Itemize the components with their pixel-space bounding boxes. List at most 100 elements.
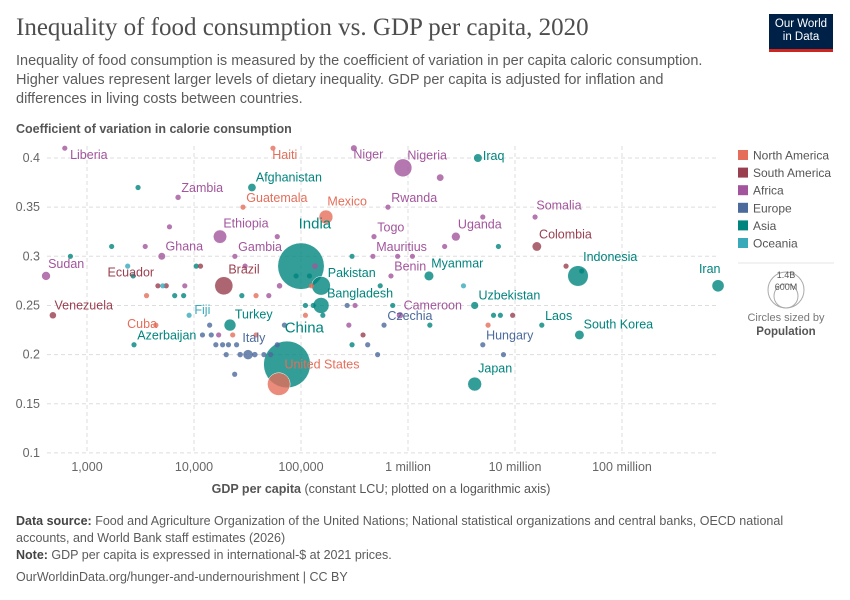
data-point[interactable] (436, 174, 444, 182)
data-point[interactable] (377, 283, 383, 289)
data-point-hungary[interactable] (480, 342, 486, 348)
legend-swatch[interactable] (738, 202, 748, 213)
data-point-niger[interactable] (350, 145, 357, 152)
data-point[interactable] (409, 253, 416, 259)
data-point[interactable] (208, 332, 214, 338)
data-point-somalia[interactable] (532, 214, 538, 220)
data-point[interactable] (302, 312, 309, 318)
data-point[interactable] (349, 253, 355, 259)
data-point[interactable] (225, 342, 232, 348)
data-point[interactable] (242, 263, 248, 269)
legend-label[interactable]: Asia (753, 219, 777, 233)
data-point-iraq[interactable] (473, 153, 482, 163)
data-point[interactable] (281, 322, 288, 328)
data-point[interactable] (142, 243, 148, 250)
source-url[interactable]: OurWorldinData.org/hunger-and-undernouri… (16, 570, 348, 584)
data-point-colombia[interactable] (532, 242, 542, 251)
data-point[interactable] (160, 283, 166, 289)
data-point-rwanda[interactable] (385, 204, 391, 210)
data-point[interactable] (480, 214, 486, 220)
data-point-zambia[interactable] (175, 194, 181, 201)
data-point[interactable] (485, 322, 491, 328)
data-point[interactable] (365, 342, 371, 348)
data-point[interactable] (207, 322, 213, 328)
data-point[interactable] (500, 352, 507, 358)
data-point[interactable] (67, 253, 74, 259)
legend-swatch[interactable] (738, 150, 748, 160)
data-point-togo[interactable] (371, 234, 377, 240)
legend-swatch[interactable] (738, 185, 748, 196)
data-point-mauritius[interactable] (370, 253, 376, 259)
data-point[interactable] (125, 263, 131, 269)
data-point[interactable] (261, 352, 267, 358)
data-point[interactable] (320, 312, 326, 318)
data-point[interactable] (197, 263, 204, 269)
data-point-guatemala[interactable] (240, 204, 246, 210)
data-point[interactable] (360, 332, 366, 338)
legend-label[interactable]: Africa (753, 184, 784, 198)
data-point[interactable] (253, 332, 259, 338)
data-point[interactable] (390, 302, 396, 309)
data-point[interactable] (302, 302, 309, 309)
data-point[interactable] (308, 283, 314, 289)
data-point-cuba[interactable] (153, 322, 159, 328)
data-point[interactable] (253, 293, 259, 299)
data-point-venezuela[interactable] (49, 311, 57, 319)
owid-logo[interactable]: Our World in Data (769, 14, 833, 52)
data-point-haiti[interactable] (270, 145, 276, 151)
data-point[interactable] (233, 342, 240, 348)
data-point[interactable] (312, 263, 318, 269)
data-point[interactable] (510, 312, 516, 318)
data-point[interactable] (219, 342, 226, 348)
data-point-japan[interactable] (467, 376, 482, 392)
data-point-cameroon[interactable] (396, 312, 404, 319)
data-point[interactable] (237, 351, 243, 358)
data-point[interactable] (579, 268, 585, 274)
data-point-united-states[interactable] (267, 372, 291, 396)
data-point[interactable] (199, 332, 206, 338)
data-point[interactable] (216, 332, 222, 338)
data-point[interactable] (349, 342, 355, 348)
data-point[interactable] (135, 184, 141, 191)
data-point-indonesia[interactable] (567, 265, 589, 287)
data-point[interactable] (276, 283, 283, 289)
data-point[interactable] (460, 283, 467, 289)
data-point[interactable] (230, 332, 236, 338)
data-point[interactable] (497, 312, 503, 318)
data-point[interactable] (213, 342, 219, 348)
data-point-uganda[interactable] (451, 232, 461, 241)
legend-label[interactable]: Europe (753, 201, 792, 215)
data-point-fiji[interactable] (186, 312, 192, 318)
data-point[interactable] (252, 351, 258, 358)
data-point-liberia[interactable] (62, 145, 68, 151)
data-point[interactable] (182, 283, 188, 289)
data-point-afghanistan[interactable] (248, 183, 256, 192)
data-point[interactable] (274, 234, 280, 240)
data-point-turkey[interactable] (224, 319, 236, 331)
data-point[interactable] (232, 371, 238, 377)
data-point[interactable] (274, 342, 280, 348)
data-point-myanmar[interactable] (424, 271, 434, 281)
legend-swatch[interactable] (738, 220, 748, 231)
data-point[interactable] (109, 243, 115, 250)
data-point-laos[interactable] (539, 322, 545, 328)
data-point-india[interactable] (277, 242, 325, 290)
data-point[interactable] (193, 263, 199, 269)
data-point[interactable] (427, 322, 433, 328)
data-point[interactable] (143, 293, 150, 299)
data-point[interactable] (172, 293, 178, 299)
legend-label[interactable]: Oceania (753, 237, 798, 251)
data-point[interactable] (442, 243, 448, 250)
data-point-ethiopia[interactable] (213, 229, 227, 244)
data-point[interactable] (310, 302, 316, 309)
legend-swatch[interactable] (738, 238, 748, 248)
data-point-nigeria[interactable] (393, 158, 413, 178)
data-point-ghana[interactable] (158, 252, 166, 260)
data-point-south-korea[interactable] (574, 330, 584, 340)
data-point-uzbekistan[interactable] (471, 301, 479, 310)
data-point[interactable] (166, 224, 173, 230)
data-point-mexico[interactable] (318, 209, 334, 225)
legend-label[interactable]: North America (753, 149, 829, 163)
data-point[interactable] (130, 273, 136, 279)
data-point[interactable] (239, 293, 245, 299)
